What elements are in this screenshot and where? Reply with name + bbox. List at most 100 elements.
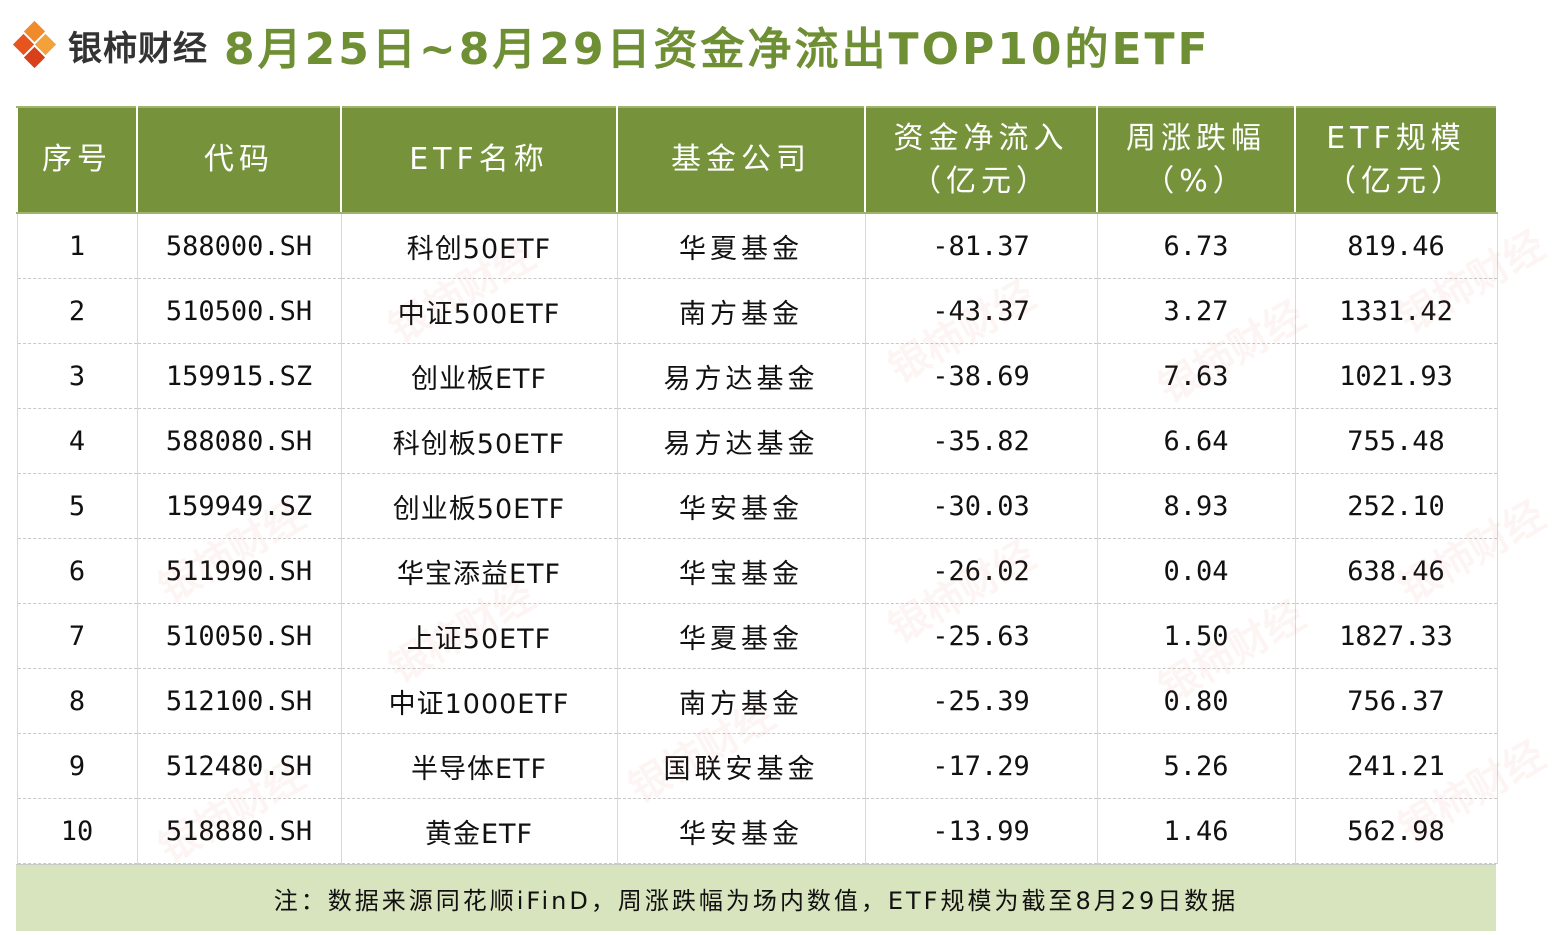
fund-company-cell: 华夏基金 xyxy=(616,603,866,669)
row-number-cell: 10 xyxy=(16,798,138,864)
weekly-change-cell: 8.93 xyxy=(1096,473,1296,539)
etf-name-cell: 中证1000ETF xyxy=(340,668,618,734)
column-header: ETF规模 （亿元） xyxy=(1294,106,1498,214)
fund-company-cell: 华安基金 xyxy=(616,798,866,864)
row-number-cell: 2 xyxy=(16,278,138,344)
header: 银柿财经 8月25日~8月29日资金净流出TOP10的ETF xyxy=(10,10,1550,80)
net-inflow-cell: -17.29 xyxy=(864,733,1098,799)
net-inflow-cell: -35.82 xyxy=(864,408,1098,474)
etf-name-cell: 科创50ETF xyxy=(340,213,618,279)
table-row: 6 511990.SH 华宝添益ETF 华宝基金 -26.02 0.04 638.46 xyxy=(16,538,1498,604)
fund-company-cell: 南方基金 xyxy=(616,278,866,344)
etf-outflow-table-container: 序号 代码 ETF名称 基金公司 资金净流入 （亿元） 周涨跌幅 （%） ETF规模 （亿元） 1… xyxy=(16,106,1498,931)
fund-code-cell: 512480.SH xyxy=(136,733,342,799)
fund-company-cell: 华安基金 xyxy=(616,473,866,539)
column-header: 代码 xyxy=(136,106,342,214)
net-inflow-cell: -81.37 xyxy=(864,213,1098,279)
fund-code-cell: 511990.SH xyxy=(136,538,342,604)
weekly-change-cell: 0.04 xyxy=(1096,538,1296,604)
row-number-cell: 6 xyxy=(16,538,138,604)
etf-scale-cell: 562.98 xyxy=(1294,798,1498,864)
etf-scale-cell: 638.46 xyxy=(1294,538,1498,604)
row-number-cell: 9 xyxy=(16,733,138,799)
column-header-label: 周涨跌幅 xyxy=(1126,120,1266,156)
etf-scale-cell: 756.37 xyxy=(1294,668,1498,734)
etf-outflow-table: 序号 代码 ETF名称 基金公司 资金净流入 （亿元） 周涨跌幅 （%） ETF规模 （亿元） 1… xyxy=(16,106,1498,864)
column-header-label: 序号 xyxy=(42,142,112,178)
table-row: 7 510050.SH 上证50ETF 华夏基金 -25.63 1.50 1827.33 xyxy=(16,603,1498,669)
net-inflow-cell: -25.39 xyxy=(864,668,1098,734)
fund-code-cell: 159915.SZ xyxy=(136,343,342,409)
etf-scale-cell: 241.21 xyxy=(1294,733,1498,799)
weekly-change-cell: 6.73 xyxy=(1096,213,1296,279)
fund-code-cell: 510050.SH xyxy=(136,603,342,669)
fund-code-cell: 518880.SH xyxy=(136,798,342,864)
column-header: 基金公司 xyxy=(616,106,866,214)
net-inflow-cell: -26.02 xyxy=(864,538,1098,604)
table-row: 3 159915.SZ 创业板ETF 易方达基金 -38.69 7.63 1021.93 xyxy=(16,343,1498,409)
weekly-change-cell: 7.63 xyxy=(1096,343,1296,409)
weekly-change-cell: 6.64 xyxy=(1096,408,1296,474)
table-row: 5 159949.SZ 创业板50ETF 华安基金 -30.03 8.93 252.10 xyxy=(16,473,1498,539)
etf-name-cell: 科创板50ETF xyxy=(340,408,618,474)
fund-company-cell: 国联安基金 xyxy=(616,733,866,799)
column-header-label: ETF规模 xyxy=(1326,120,1466,156)
row-number-cell: 8 xyxy=(16,668,138,734)
fund-code-cell: 510500.SH xyxy=(136,278,342,344)
fund-company-cell: 华宝基金 xyxy=(616,538,866,604)
weekly-change-cell: 3.27 xyxy=(1096,278,1296,344)
page-title: 8月25日~8月29日资金净流出TOP10的ETF xyxy=(224,24,1211,75)
etf-name-cell: 黄金ETF xyxy=(340,798,618,864)
fund-company-cell: 易方达基金 xyxy=(616,408,866,474)
fund-code-cell: 588000.SH xyxy=(136,213,342,279)
fund-code-cell: 588080.SH xyxy=(136,408,342,474)
column-header-unit: （亿元） xyxy=(1326,164,1466,199)
row-number-cell: 4 xyxy=(16,408,138,474)
row-number-cell: 1 xyxy=(16,213,138,279)
etf-scale-cell: 819.46 xyxy=(1294,213,1498,279)
net-inflow-cell: -43.37 xyxy=(864,278,1098,344)
etf-scale-cell: 1021.93 xyxy=(1294,343,1498,409)
table-row: 8 512100.SH 中证1000ETF 南方基金 -25.39 0.80 756.37 xyxy=(16,668,1498,734)
column-header-unit: （%） xyxy=(1144,164,1248,199)
table-row: 2 510500.SH 中证500ETF 南方基金 -43.37 3.27 1331.42 xyxy=(16,278,1498,344)
header-row: 序号 代码 ETF名称 基金公司 资金净流入 （亿元） 周涨跌幅 （%） ETF规模 （亿元） xyxy=(16,106,1498,214)
table-row: 10 518880.SH 黄金ETF 华安基金 -13.99 1.46 562.98 xyxy=(16,798,1498,864)
column-header-label: 代码 xyxy=(204,142,274,178)
column-header: ETF名称 xyxy=(340,106,618,214)
column-header-label: 资金净流入 xyxy=(893,120,1069,156)
fund-company-cell: 南方基金 xyxy=(616,668,866,734)
etf-scale-cell: 755.48 xyxy=(1294,408,1498,474)
table-row: 9 512480.SH 半导体ETF 国联安基金 -17.29 5.26 241.21 xyxy=(16,733,1498,799)
column-header-label: ETF名称 xyxy=(409,142,549,178)
net-inflow-cell: -30.03 xyxy=(864,473,1098,539)
weekly-change-cell: 5.26 xyxy=(1096,733,1296,799)
table-row: 4 588080.SH 科创板50ETF 易方达基金 -35.82 6.64 755.48 xyxy=(16,408,1498,474)
net-inflow-cell: -25.63 xyxy=(864,603,1098,669)
fund-code-cell: 159949.SZ xyxy=(136,473,342,539)
row-number-cell: 3 xyxy=(16,343,138,409)
table-row: 1 588000.SH 科创50ETF 华夏基金 -81.37 6.73 819.46 xyxy=(16,213,1498,279)
row-number-cell: 5 xyxy=(16,473,138,539)
etf-name-cell: 上证50ETF xyxy=(340,603,618,669)
etf-name-cell: 华宝添益ETF xyxy=(340,538,618,604)
column-header-unit: （亿元） xyxy=(911,164,1051,199)
footnote: 注：数据来源同花顺iFinD，周涨跌幅为场内数值，ETF规模为截至8月29日数据 xyxy=(16,864,1496,931)
weekly-change-cell: 1.46 xyxy=(1096,798,1296,864)
weekly-change-cell: 1.50 xyxy=(1096,603,1296,669)
etf-name-cell: 中证500ETF xyxy=(340,278,618,344)
etf-scale-cell: 252.10 xyxy=(1294,473,1498,539)
column-header-label: 基金公司 xyxy=(671,142,811,178)
net-inflow-cell: -38.69 xyxy=(864,343,1098,409)
brand-name: 银柿财经 xyxy=(68,28,208,69)
fund-company-cell: 易方达基金 xyxy=(616,343,866,409)
etf-name-cell: 创业板ETF xyxy=(340,343,618,409)
column-header: 序号 xyxy=(16,106,138,214)
weekly-change-cell: 0.80 xyxy=(1096,668,1296,734)
etf-scale-cell: 1331.42 xyxy=(1294,278,1498,344)
net-inflow-cell: -13.99 xyxy=(864,798,1098,864)
table-header: 序号 代码 ETF名称 基金公司 资金净流入 （亿元） 周涨跌幅 （%） ETF规模 （亿元） xyxy=(16,106,1498,214)
column-header: 资金净流入 （亿元） xyxy=(864,106,1098,214)
etf-name-cell: 半导体ETF xyxy=(340,733,618,799)
etf-scale-cell: 1827.33 xyxy=(1294,603,1498,669)
